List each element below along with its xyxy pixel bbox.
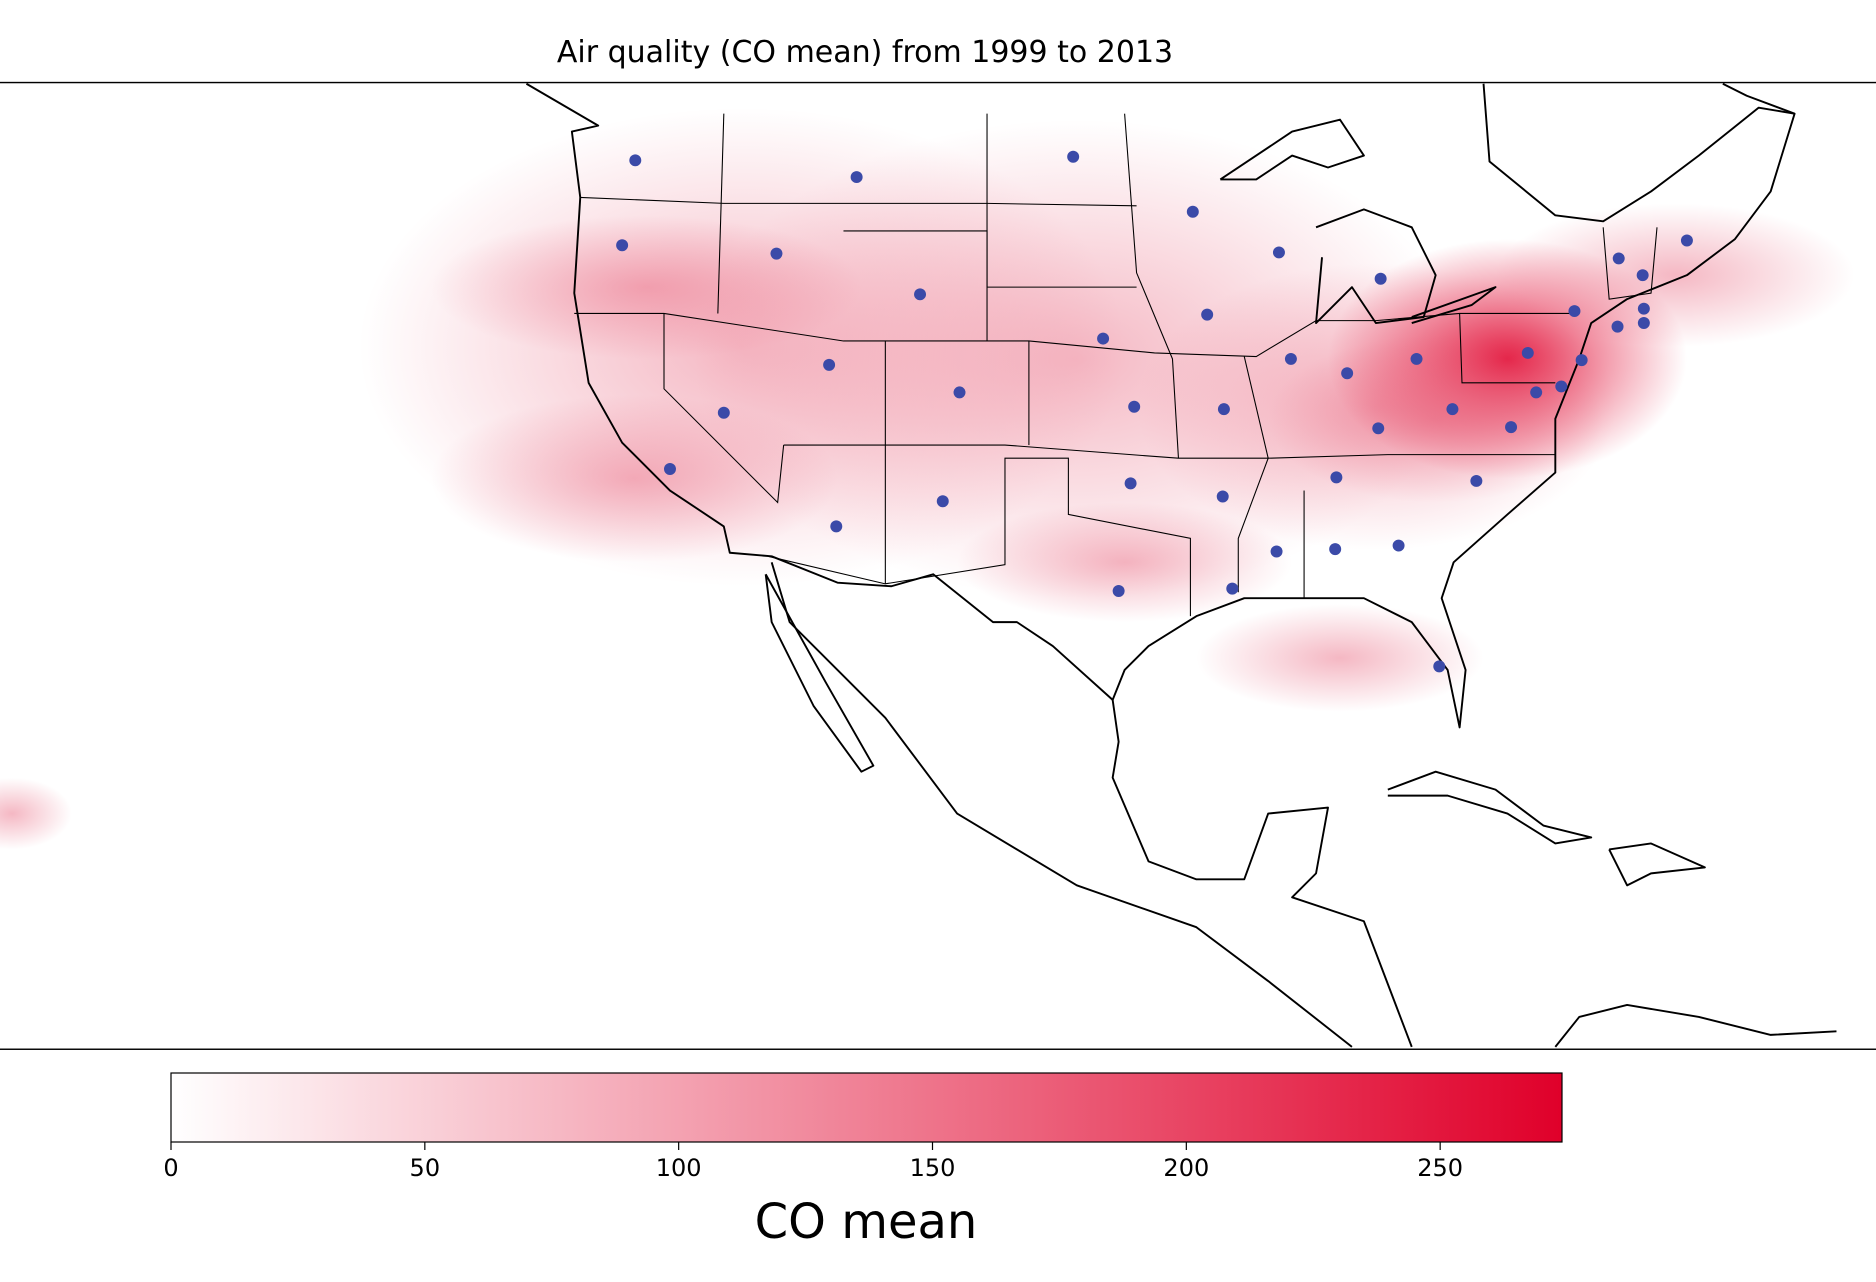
station [1112, 585, 1125, 598]
lake [1219, 118, 1365, 181]
lake [1411, 286, 1497, 324]
station [830, 520, 843, 533]
station [717, 406, 730, 419]
station [1555, 380, 1568, 393]
coastline [770, 562, 1353, 1048]
station [1217, 403, 1230, 416]
coastline [1554, 1004, 1837, 1048]
station [914, 288, 927, 301]
state-borders [574, 113, 1658, 617]
station [1680, 234, 1693, 247]
tick-label: 150 [910, 1154, 956, 1182]
border [574, 312, 1574, 358]
station [1226, 582, 1239, 595]
border [717, 113, 725, 314]
station [1201, 308, 1214, 321]
station [1612, 252, 1625, 265]
station [664, 463, 676, 475]
station [1329, 543, 1342, 556]
station [1124, 477, 1137, 490]
station [1521, 346, 1534, 359]
station [616, 239, 629, 252]
station [1341, 367, 1354, 380]
station [1330, 471, 1343, 484]
coastline [764, 573, 875, 773]
heat-blob [1495, 203, 1855, 347]
station [1186, 205, 1199, 218]
coastline [525, 82, 1796, 729]
coastline [1111, 699, 1413, 1048]
coastline [1482, 83, 1795, 223]
map [0, 81, 1876, 1050]
stations [616, 150, 1693, 673]
tick-label: 0 [163, 1154, 178, 1182]
station [1272, 246, 1285, 259]
station [1505, 421, 1518, 434]
station [1372, 422, 1385, 435]
station [1097, 332, 1110, 345]
station [1374, 272, 1387, 285]
heat-layer [0, 107, 1855, 850]
station [1530, 386, 1543, 399]
border [1124, 113, 1179, 459]
station [1575, 354, 1588, 367]
station [850, 171, 863, 184]
station [953, 386, 966, 399]
station [936, 495, 949, 508]
border [1237, 356, 1269, 593]
station [1410, 352, 1423, 365]
station [1067, 150, 1080, 163]
border [767, 457, 1191, 617]
border [1459, 313, 1556, 384]
station [1446, 403, 1459, 416]
station [770, 247, 783, 260]
border [1602, 227, 1658, 300]
station [823, 358, 836, 371]
coastlines [525, 82, 1837, 1048]
station [1392, 539, 1405, 552]
tick-label: 100 [656, 1154, 702, 1182]
station [1611, 320, 1624, 333]
colorbar-ticks: 0 50 100 150 200 250 [163, 1142, 1463, 1182]
station [1433, 660, 1446, 673]
station [1270, 545, 1283, 558]
station [1568, 305, 1581, 318]
station [1637, 317, 1650, 330]
colorbar-label: CO mean [755, 1194, 978, 1250]
tick-label: 50 [410, 1154, 441, 1182]
station [1637, 302, 1650, 315]
tick-label: 250 [1417, 1154, 1463, 1182]
heat-blob [1268, 334, 1604, 503]
heat-blob [957, 502, 1293, 623]
station [1216, 490, 1229, 503]
coastline [1608, 842, 1706, 887]
border [580, 196, 1137, 207]
tick-label: 200 [1163, 1154, 1209, 1182]
border [843, 230, 1137, 288]
chart-title: Air quality (CO mean) from 1999 to 2013 [557, 35, 1173, 70]
coastline [1387, 770, 1593, 845]
heat-blob [1196, 604, 1484, 712]
heat-blob [0, 777, 72, 850]
border [783, 444, 1556, 459]
station [1284, 352, 1297, 365]
station [1636, 269, 1649, 282]
map-frame [0, 81, 1876, 1050]
station [1470, 474, 1483, 487]
station [1128, 400, 1141, 413]
colorbar [170, 1072, 1563, 1143]
station [629, 154, 642, 167]
border [663, 313, 785, 504]
